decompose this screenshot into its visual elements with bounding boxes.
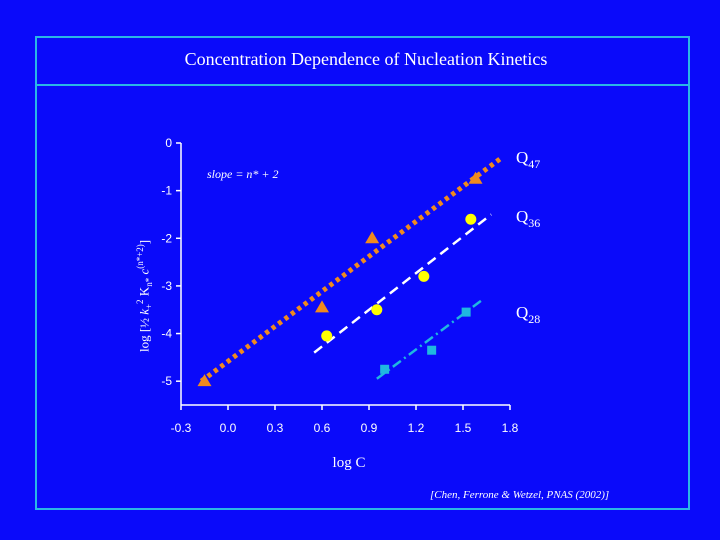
series-label-q47: Q47	[516, 148, 540, 171]
y-tick-label: -3	[161, 279, 172, 293]
chart-axes: 0 -1 -2 -3 -4 -5 -0.3 0.0 0.3 0.6 0.9 1.2 1.5 1.8	[161, 136, 518, 435]
x-tick-label: -0.3	[171, 421, 192, 435]
point-q36	[321, 330, 333, 342]
point-q36	[371, 304, 383, 316]
point-q28	[380, 364, 390, 374]
slide-title: Concentration Dependence of Nucleation K…	[184, 49, 548, 69]
slope-annotation: slope = n* + 2	[207, 167, 279, 181]
series-label-q36: Q36	[516, 207, 540, 230]
fit-line-q36	[313, 213, 492, 354]
point-q47	[365, 231, 380, 244]
fit-line-q47	[199, 155, 504, 384]
x-tick-label: 1.2	[408, 421, 425, 435]
x-axis-label: log C	[333, 455, 366, 471]
series-label-sub: 28	[528, 312, 540, 326]
y-tick-label: -5	[161, 374, 172, 388]
slide-frame	[35, 36, 690, 510]
x-tick-label: 1.8	[502, 421, 519, 435]
fit-lines	[199, 155, 504, 384]
y-tick-label: -1	[161, 184, 172, 198]
series-label-main: Q	[516, 148, 528, 167]
point-q47	[197, 374, 212, 387]
x-tick-label: 1.5	[455, 421, 472, 435]
y-tick-label: -4	[161, 327, 172, 341]
point-q36	[465, 213, 477, 225]
title-divider	[37, 84, 688, 86]
data-points	[197, 171, 483, 387]
y-tick-label: -2	[161, 231, 172, 245]
series-label-main: Q	[516, 303, 528, 322]
series-label-sub: 36	[528, 216, 540, 230]
series-label-q28: Q28	[516, 303, 540, 326]
series-label-sub: 47	[528, 157, 540, 171]
point-q28	[427, 345, 437, 355]
point-q36	[418, 270, 430, 282]
x-tick-label: 0.0	[220, 421, 237, 435]
point-q47	[468, 171, 483, 184]
y-axis-label: log [½ k+2 Kn* c(n*+2)]	[135, 239, 154, 352]
x-tick-label: 0.9	[361, 421, 378, 435]
point-q47	[315, 300, 329, 313]
series-label-main: Q	[516, 207, 528, 226]
y-tick-label: 0	[165, 136, 172, 150]
x-tick-label: 0.6	[314, 421, 331, 435]
citation: [Chen, Ferrone & Wetzel, PNAS (2002)]	[430, 489, 610, 501]
point-q28	[461, 307, 471, 317]
x-tick-label: 0.3	[267, 421, 284, 435]
